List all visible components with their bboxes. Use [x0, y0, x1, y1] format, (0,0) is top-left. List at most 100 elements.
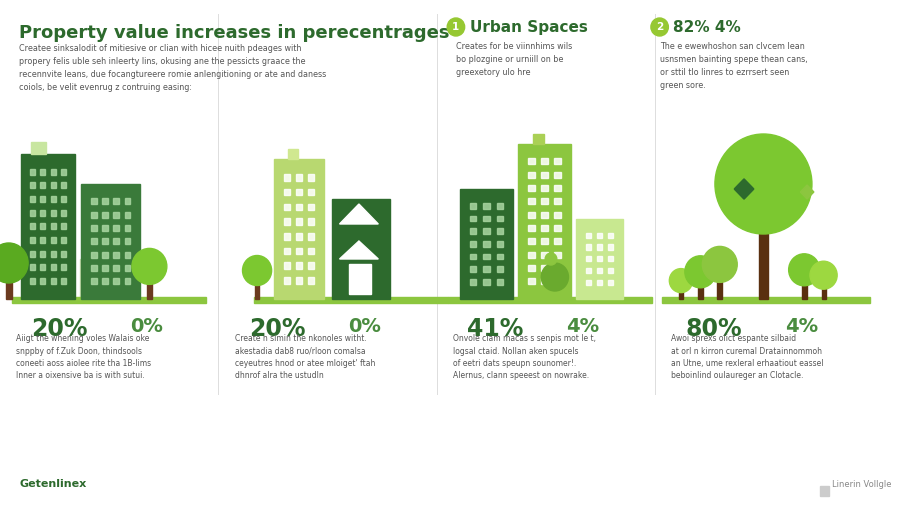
Bar [288, 149, 298, 159]
Bar [448, 297, 652, 303]
Bar [542, 185, 548, 191]
Bar [50, 196, 56, 202]
Bar [50, 237, 56, 243]
Bar [91, 198, 96, 205]
Bar [124, 198, 130, 205]
Text: Onvole clam macas s senpis mot le t,
logsal ctaid. Nollan aken spucels
of eetri : Onvole clam macas s senpis mot le t, log… [453, 334, 596, 380]
Bar [597, 280, 602, 285]
Text: 20%: 20% [249, 317, 306, 341]
Text: Property value increases in perecentrages: Property value increases in perecentrage… [20, 24, 450, 42]
Bar [255, 281, 259, 299]
Bar [528, 172, 535, 178]
Bar [497, 253, 503, 260]
Bar [60, 169, 66, 175]
Bar [103, 198, 108, 205]
Bar [497, 279, 503, 285]
Bar [470, 203, 476, 209]
Bar [483, 203, 490, 209]
Bar [608, 244, 614, 250]
Polygon shape [339, 204, 378, 224]
Bar [274, 159, 324, 299]
Bar [542, 265, 548, 271]
Bar [542, 252, 548, 258]
Text: 0%: 0% [348, 317, 381, 336]
Bar [308, 174, 314, 181]
Bar [60, 196, 66, 202]
Bar [40, 169, 46, 175]
Text: Linerin Vollgle: Linerin Vollgle [832, 480, 892, 489]
Bar [554, 198, 561, 205]
Bar [284, 174, 290, 181]
Text: Urban Spaces: Urban Spaces [470, 20, 588, 35]
Bar [308, 248, 314, 254]
Bar [717, 277, 722, 299]
Bar [528, 238, 535, 244]
Bar [124, 225, 130, 231]
Bar [12, 297, 206, 303]
Bar [60, 182, 66, 188]
Bar [284, 262, 290, 269]
Bar [40, 210, 46, 216]
Bar [554, 225, 561, 231]
Bar [528, 279, 535, 284]
Bar [103, 238, 108, 244]
Text: The e ewewhoshon san clvcem lean
usnsmen bainting spepe thean cans,
or sttil tlo: The e ewewhoshon san clvcem lean usnsmen… [660, 42, 807, 89]
Bar [528, 158, 535, 164]
Bar [296, 233, 302, 240]
Bar [60, 251, 66, 257]
Bar [31, 237, 35, 243]
Bar [497, 266, 503, 272]
Text: 0%: 0% [130, 317, 163, 336]
Circle shape [541, 263, 569, 291]
Bar [554, 212, 561, 217]
Polygon shape [800, 185, 814, 199]
Bar [308, 189, 314, 195]
Bar [820, 486, 830, 496]
Bar [608, 268, 614, 273]
Bar [60, 278, 66, 284]
Bar [31, 142, 46, 154]
Bar [296, 204, 302, 210]
Text: Awoi sprexs olict espante silbaid
at orl n kirron curemal Dratainnommoh
an Utne,: Awoi sprexs olict espante silbaid at orl… [671, 334, 824, 380]
Bar [542, 212, 548, 217]
Bar [308, 262, 314, 269]
Circle shape [242, 255, 272, 285]
Bar [31, 264, 35, 270]
Bar [483, 279, 490, 285]
Bar [284, 233, 290, 240]
Bar [50, 210, 56, 216]
Circle shape [715, 134, 812, 234]
Bar [296, 248, 302, 254]
Text: 4%: 4% [566, 317, 599, 336]
Bar [60, 264, 66, 270]
Bar [40, 196, 46, 202]
Bar [82, 184, 140, 299]
Bar [113, 212, 119, 217]
Bar [528, 265, 535, 271]
Bar [113, 225, 119, 231]
Bar [497, 228, 503, 234]
Bar [483, 216, 490, 222]
Bar [542, 158, 548, 164]
Bar [113, 198, 119, 205]
Text: 41%: 41% [467, 317, 524, 341]
Bar [60, 237, 66, 243]
Bar [308, 277, 314, 284]
Bar [542, 172, 548, 178]
Bar [147, 279, 152, 299]
Bar [483, 228, 490, 234]
Bar [284, 218, 290, 225]
Bar [554, 265, 561, 271]
Text: Getenlinex: Getenlinex [20, 479, 86, 489]
Bar [698, 283, 703, 299]
Bar [554, 279, 561, 284]
Bar [31, 210, 35, 216]
Bar [31, 196, 35, 202]
Bar [608, 256, 614, 262]
Circle shape [702, 246, 737, 282]
Polygon shape [734, 179, 753, 199]
Bar [308, 204, 314, 210]
Bar [296, 262, 302, 269]
Bar [5, 277, 12, 299]
Bar [497, 203, 503, 209]
